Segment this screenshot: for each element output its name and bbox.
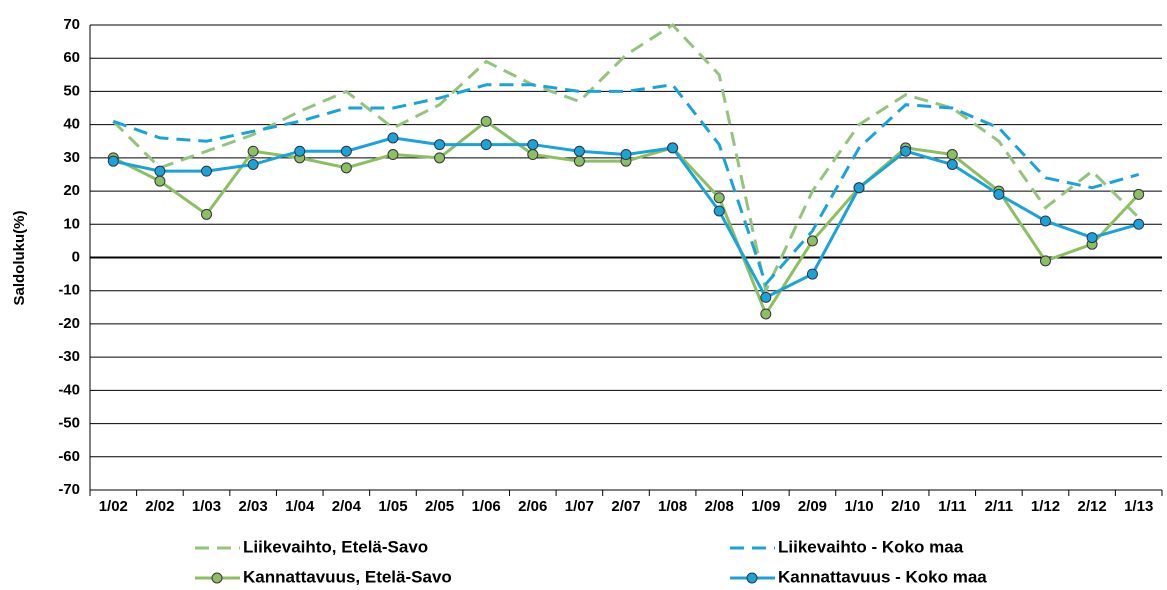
x-tick-label: 1/07 — [565, 498, 594, 515]
y-axis-label: Saldoluku(%) — [11, 210, 28, 305]
y-tick-label: 50 — [63, 82, 80, 99]
marker — [853, 182, 865, 194]
x-tick-label: 1/05 — [378, 498, 407, 515]
y-tick-label: -30 — [58, 348, 80, 365]
x-tick-label: 1/04 — [285, 498, 315, 515]
marker — [620, 149, 632, 161]
marker — [806, 268, 818, 280]
y-tick-label: 70 — [63, 16, 80, 33]
marker — [247, 145, 259, 157]
x-tick-label: 2/09 — [798, 498, 827, 515]
legend-label: Liikevaihto, Etelä-Savo — [243, 537, 428, 556]
marker — [247, 159, 259, 170]
legend-label: Kannattavuus - Koko maa — [778, 567, 987, 586]
x-tick-label: 2/02 — [145, 498, 174, 515]
x-tick-label: 1/12 — [1031, 498, 1060, 515]
marker — [387, 149, 399, 161]
marker — [201, 208, 213, 220]
x-tick-label: 1/10 — [844, 498, 873, 515]
y-tick-label: -70 — [58, 481, 80, 498]
x-tick-label: 1/11 — [938, 498, 966, 515]
x-tick-label: 2/10 — [891, 498, 920, 515]
marker — [201, 165, 213, 177]
marker — [294, 145, 306, 157]
marker — [713, 192, 725, 204]
x-tick-label: 2/11 — [985, 498, 1013, 515]
marker — [806, 235, 818, 247]
marker — [480, 139, 492, 151]
marker — [573, 145, 585, 157]
marker — [387, 132, 399, 144]
marker — [573, 155, 585, 167]
y-tick-label: 60 — [63, 49, 80, 66]
y-tick-label: -50 — [58, 415, 80, 432]
x-tick-label: 1/08 — [658, 498, 687, 515]
x-tick-label: 2/03 — [239, 498, 268, 515]
marker — [946, 149, 958, 161]
marker — [1133, 188, 1145, 200]
marker — [154, 165, 166, 177]
y-tick-label: -20 — [58, 315, 80, 332]
marker — [154, 175, 166, 187]
marker — [107, 155, 119, 167]
marker — [900, 145, 912, 157]
x-tick-label: 1/06 — [472, 498, 501, 515]
x-tick-label: 2/07 — [611, 498, 640, 515]
y-tick-label: -60 — [58, 448, 80, 465]
marker — [340, 145, 352, 157]
legend-marker — [211, 572, 223, 584]
y-tick-label: 10 — [63, 215, 80, 232]
marker — [1039, 215, 1051, 227]
x-tick-label: 2/08 — [705, 498, 734, 515]
y-tick-label: -10 — [58, 282, 80, 299]
marker — [340, 162, 352, 174]
x-tick-label: 2/05 — [425, 498, 454, 515]
marker — [667, 142, 679, 154]
marker — [480, 115, 492, 127]
legend-label: Liikevaihto - Koko maa — [778, 537, 964, 556]
x-tick-label: 2/06 — [518, 498, 547, 515]
marker — [434, 139, 446, 151]
y-tick-label: 40 — [63, 116, 80, 133]
y-tick-label: -40 — [58, 381, 80, 398]
marker — [527, 149, 539, 161]
marker — [760, 291, 772, 303]
marker — [993, 188, 1005, 200]
y-tick-label: 0 — [72, 248, 80, 265]
marker — [1086, 232, 1098, 244]
marker — [527, 139, 539, 151]
marker — [760, 308, 772, 320]
series-line — [112, 23, 1140, 296]
x-tick-label: 1/02 — [99, 498, 128, 515]
x-tick-label: 1/09 — [751, 498, 780, 515]
legend-label: Kannattavuus, Etelä-Savo — [243, 567, 452, 586]
series-line — [112, 83, 1140, 288]
x-tick-label: 1/13 — [1124, 498, 1153, 515]
x-tick-label: 2/04 — [332, 498, 362, 515]
marker — [713, 205, 725, 217]
legend-marker — [746, 572, 758, 584]
y-tick-label: 30 — [63, 149, 80, 166]
x-tick-label: 2/12 — [1077, 498, 1106, 515]
x-tick-label: 1/03 — [192, 498, 221, 515]
marker — [434, 152, 446, 164]
marker — [1039, 255, 1051, 267]
y-tick-label: 20 — [63, 182, 80, 199]
marker — [946, 159, 958, 170]
marker — [1133, 218, 1145, 230]
